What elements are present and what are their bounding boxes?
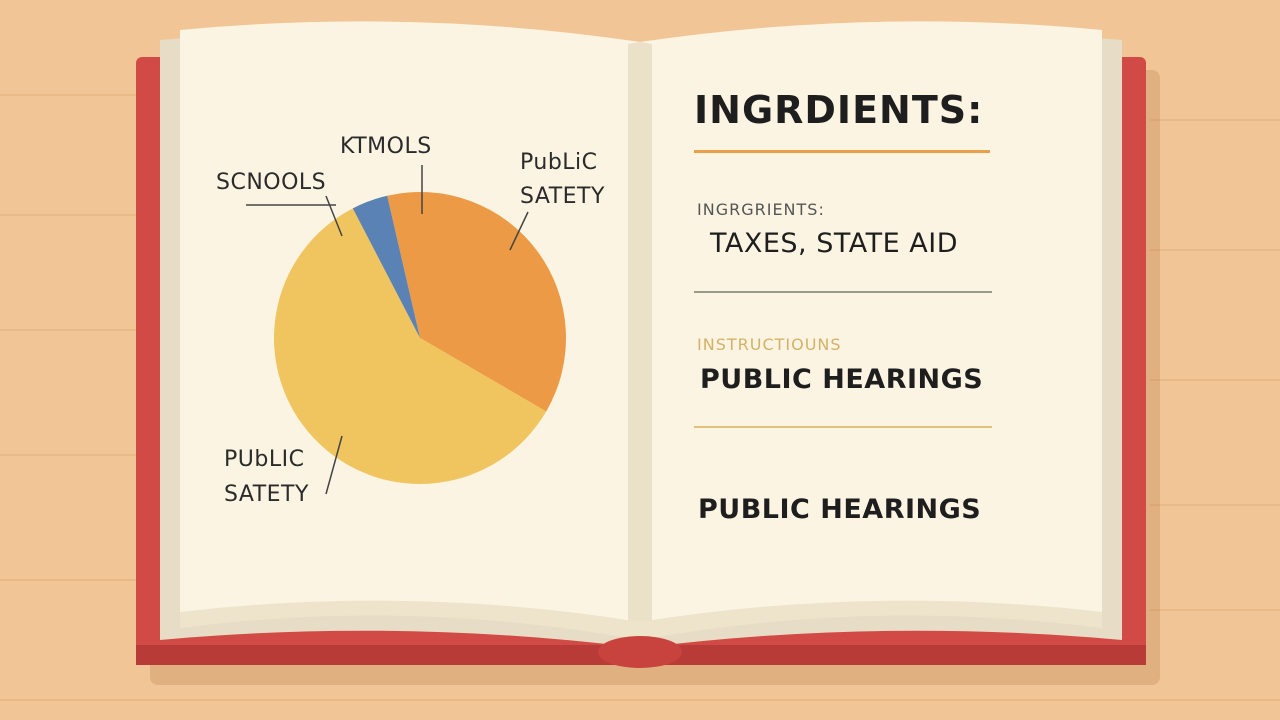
pie-label-public-safety-top-line1: PubLiC bbox=[520, 150, 598, 175]
pie-chart bbox=[274, 191, 567, 484]
book-gutter bbox=[628, 42, 652, 634]
bookmark-tab bbox=[598, 636, 682, 668]
ingredients-item: TAXES, STATE AID bbox=[710, 228, 958, 259]
ingredients-rule bbox=[694, 291, 992, 293]
title-rule bbox=[694, 150, 990, 153]
page-bottom-curl bbox=[180, 600, 1102, 640]
pie-label-public-safety-top-line2: SATETY bbox=[520, 184, 605, 209]
right-page bbox=[640, 21, 1102, 631]
instructions-rule bbox=[694, 426, 992, 428]
table-planks bbox=[0, 94, 1280, 701]
ingredients-subheading: INGRGRIENTS: bbox=[697, 200, 825, 219]
pie-label-public-safety-bottom-line1: PUbLIC bbox=[224, 447, 305, 472]
instructions-subheading: INSTRUCTIOUNS bbox=[697, 335, 842, 354]
pie-slice-ktmols bbox=[387, 191, 567, 412]
leader-line-schools-2 bbox=[325, 195, 343, 237]
pie-label-public-safety-bottom-line2: SATETY bbox=[224, 482, 309, 507]
instructions-item: PUBLIC HEARINGS bbox=[700, 364, 984, 395]
pie-slice-scnools bbox=[352, 195, 420, 338]
pie-slice-public-satety bbox=[274, 208, 547, 484]
closing-item: PUBLIC HEARINGS bbox=[698, 494, 982, 525]
leader-line-public-safety-top bbox=[509, 211, 529, 251]
pie-label-ktmols: KTMOLS bbox=[340, 134, 432, 159]
leader-line-public-safety-bottom bbox=[325, 435, 343, 495]
pie-label-schools: SCNOOLS bbox=[216, 170, 327, 195]
ingredients-title: INGRDIENTS: bbox=[694, 88, 984, 132]
